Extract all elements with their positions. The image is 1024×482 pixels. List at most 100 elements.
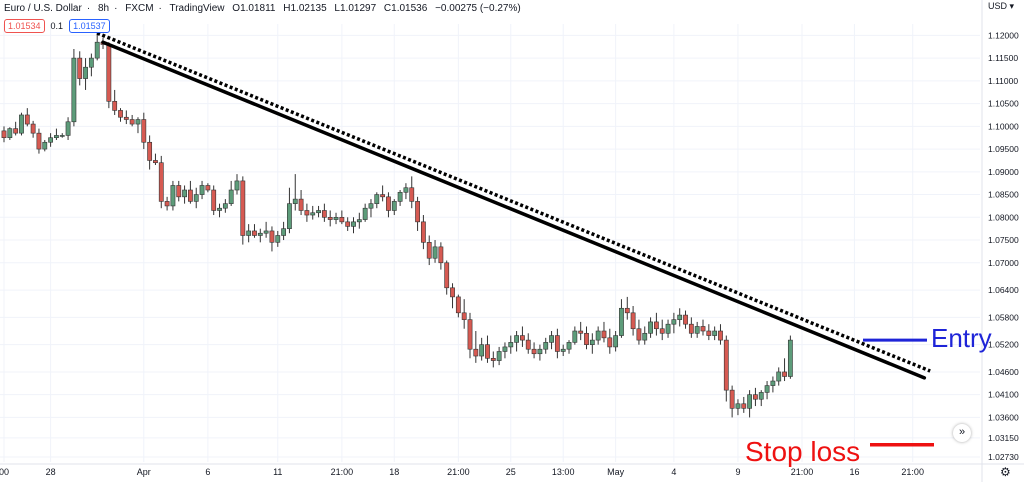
candle-body: [485, 344, 490, 359]
candle-body: [432, 246, 438, 259]
candle-body: [234, 180, 240, 191]
candle-body: [450, 287, 455, 298]
candle: [397, 190, 403, 206]
candle: [700, 319, 706, 336]
y-tick-label: 1.10500: [988, 99, 1019, 109]
gridlines: [0, 24, 980, 462]
candle: [240, 176, 246, 245]
candle: [776, 367, 782, 386]
candle: [316, 205, 321, 218]
candle: [246, 224, 252, 243]
candle: [572, 326, 578, 345]
candle: [252, 224, 257, 238]
candle: [391, 199, 397, 216]
candle-body: [531, 348, 537, 355]
candle: [188, 180, 193, 204]
candle: [88, 53, 94, 77]
candle-body: [42, 141, 48, 150]
x-tick-label: 16: [849, 467, 859, 477]
candle-body: [123, 116, 129, 120]
candle: [455, 294, 461, 318]
candle: [560, 344, 566, 357]
candle-body: [694, 326, 700, 334]
candle-body: [403, 187, 409, 193]
trendline-solid: [101, 40, 927, 380]
spread-value: 0.1: [50, 21, 64, 31]
scroll-to-realtime-button[interactable]: »: [953, 424, 971, 442]
candle-body: [386, 196, 391, 211]
gear-icon[interactable]: ⚙: [1000, 465, 1011, 479]
candle-body: [316, 210, 321, 214]
candle-body: [584, 332, 589, 345]
candle-body: [292, 198, 298, 204]
candle: [211, 185, 217, 216]
candle-body: [351, 221, 356, 227]
symbol-name[interactable]: Euro / U.S. Dollar: [4, 3, 82, 14]
candle-body: [613, 335, 619, 348]
interval[interactable]: 8h: [97, 3, 110, 14]
x-tick-label: 13:00: [552, 467, 575, 477]
candle-body: [764, 385, 770, 393]
candle-body: [228, 189, 234, 204]
bid-badge[interactable]: 1.01534: [4, 19, 45, 33]
candle-body: [263, 230, 269, 234]
candle: [426, 235, 432, 266]
candle: [688, 317, 694, 338]
candle-body: [211, 189, 217, 211]
currency-label[interactable]: USD ▾: [988, 1, 1015, 11]
candle-body: [473, 348, 479, 357]
candle-body: [380, 194, 386, 198]
ask-badge[interactable]: 1.01537: [69, 19, 110, 33]
candle: [19, 112, 24, 136]
candle: [741, 396, 747, 413]
candle-body: [374, 194, 380, 204]
candle-body: [129, 119, 135, 125]
candle-body: [537, 348, 543, 355]
candle-body: [48, 137, 53, 143]
candle: [490, 351, 496, 368]
candle: [217, 203, 222, 218]
candle-body: [158, 162, 164, 202]
candle: [601, 321, 607, 343]
candle: [135, 117, 141, 134]
y-tick-label: 1.05200: [988, 340, 1019, 350]
x-tick-label: 11: [273, 467, 282, 477]
y-tick-label: 1.07000: [988, 258, 1019, 268]
candle-body: [217, 207, 222, 211]
y-tick-label: 1.07500: [988, 235, 1019, 245]
candle-body: [135, 119, 141, 125]
candle-body: [30, 123, 36, 134]
candle: [42, 139, 48, 152]
candle: [642, 326, 648, 345]
candle-body: [333, 217, 339, 220]
candle: [584, 326, 589, 350]
candle: [158, 155, 164, 209]
candle-body: [543, 342, 549, 350]
candle: [54, 128, 59, 140]
candle-body: [479, 344, 485, 357]
candle: [48, 133, 53, 147]
candle: [665, 319, 671, 338]
candle: [479, 337, 485, 361]
candle-body: [310, 212, 316, 216]
candle-body: [298, 198, 304, 211]
data-source: FXCM: [125, 3, 154, 14]
candle: [589, 333, 595, 354]
x-tick-label: 18: [389, 467, 399, 477]
candle-body: [327, 217, 333, 220]
candle-body: [7, 128, 13, 139]
candle: [164, 196, 170, 211]
x-tick-label: 28: [46, 467, 56, 477]
candle: [525, 333, 531, 354]
open-value: O1.01811: [232, 3, 276, 14]
candle: [444, 260, 450, 295]
candle: [257, 228, 263, 243]
candle-body: [71, 57, 77, 123]
candle-body: [677, 314, 683, 320]
candle: [595, 326, 601, 345]
candle-body: [106, 44, 112, 102]
candle-body: [758, 392, 764, 400]
candle-body: [607, 337, 613, 348]
